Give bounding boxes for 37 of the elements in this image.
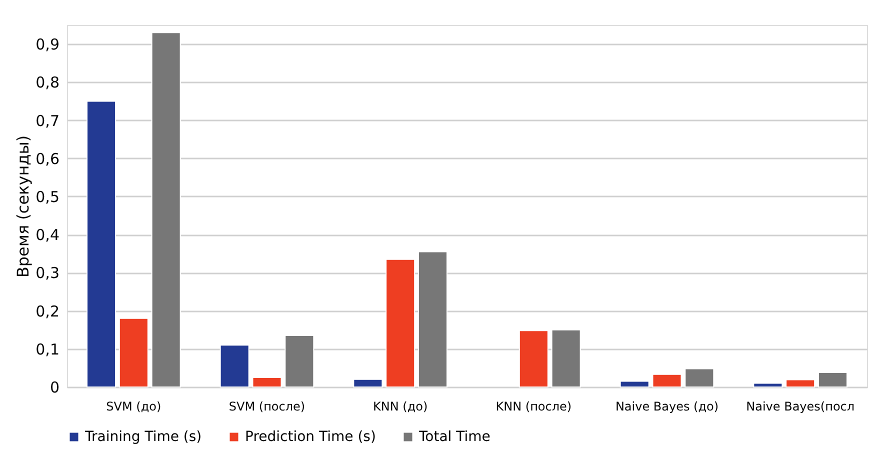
bar bbox=[753, 382, 783, 388]
y-tick-label: 0,7 bbox=[36, 112, 60, 130]
bar bbox=[786, 379, 816, 388]
bar bbox=[118, 318, 148, 388]
bar bbox=[252, 376, 282, 388]
bar bbox=[418, 251, 448, 388]
legend-label: Training Time (s) bbox=[84, 429, 202, 445]
bar bbox=[652, 374, 682, 388]
x-tick-label: Naive Bayes (до) bbox=[615, 400, 719, 414]
y-tick-label: 0,2 bbox=[36, 302, 60, 320]
bar bbox=[551, 329, 581, 388]
bar bbox=[220, 344, 250, 388]
bar bbox=[284, 335, 314, 388]
bar bbox=[518, 330, 548, 388]
bar bbox=[86, 100, 116, 388]
y-tick-label: 0,8 bbox=[36, 74, 60, 92]
y-tick-label: 0,6 bbox=[36, 150, 60, 168]
y-tick-label: 0,5 bbox=[36, 188, 60, 206]
x-tick-label: KNN (до) bbox=[373, 400, 428, 414]
legend-label: Prediction Time (s) bbox=[245, 429, 376, 445]
x-tick-label: SVM (после) bbox=[228, 400, 306, 414]
y-tick-label: 0,9 bbox=[36, 36, 60, 54]
legend-label: Total Time bbox=[418, 429, 490, 445]
bar bbox=[684, 368, 714, 388]
y-tick-label: 0 bbox=[50, 378, 60, 396]
bar bbox=[818, 372, 848, 388]
bar bbox=[151, 32, 181, 388]
x-tick-label: SVM (до) bbox=[106, 400, 162, 414]
y-tick-label: 0,1 bbox=[36, 340, 60, 358]
y-axis-title: Время (секунды) bbox=[14, 135, 33, 278]
bar bbox=[386, 258, 416, 388]
bar bbox=[353, 378, 383, 388]
bar bbox=[620, 380, 650, 388]
y-tick-label: 0,4 bbox=[36, 226, 60, 244]
y-tick-label: 0,3 bbox=[36, 264, 60, 282]
x-tick-label: Naive Bayes(посл bbox=[746, 400, 855, 414]
x-tick-label: KNN (после) bbox=[496, 400, 572, 414]
